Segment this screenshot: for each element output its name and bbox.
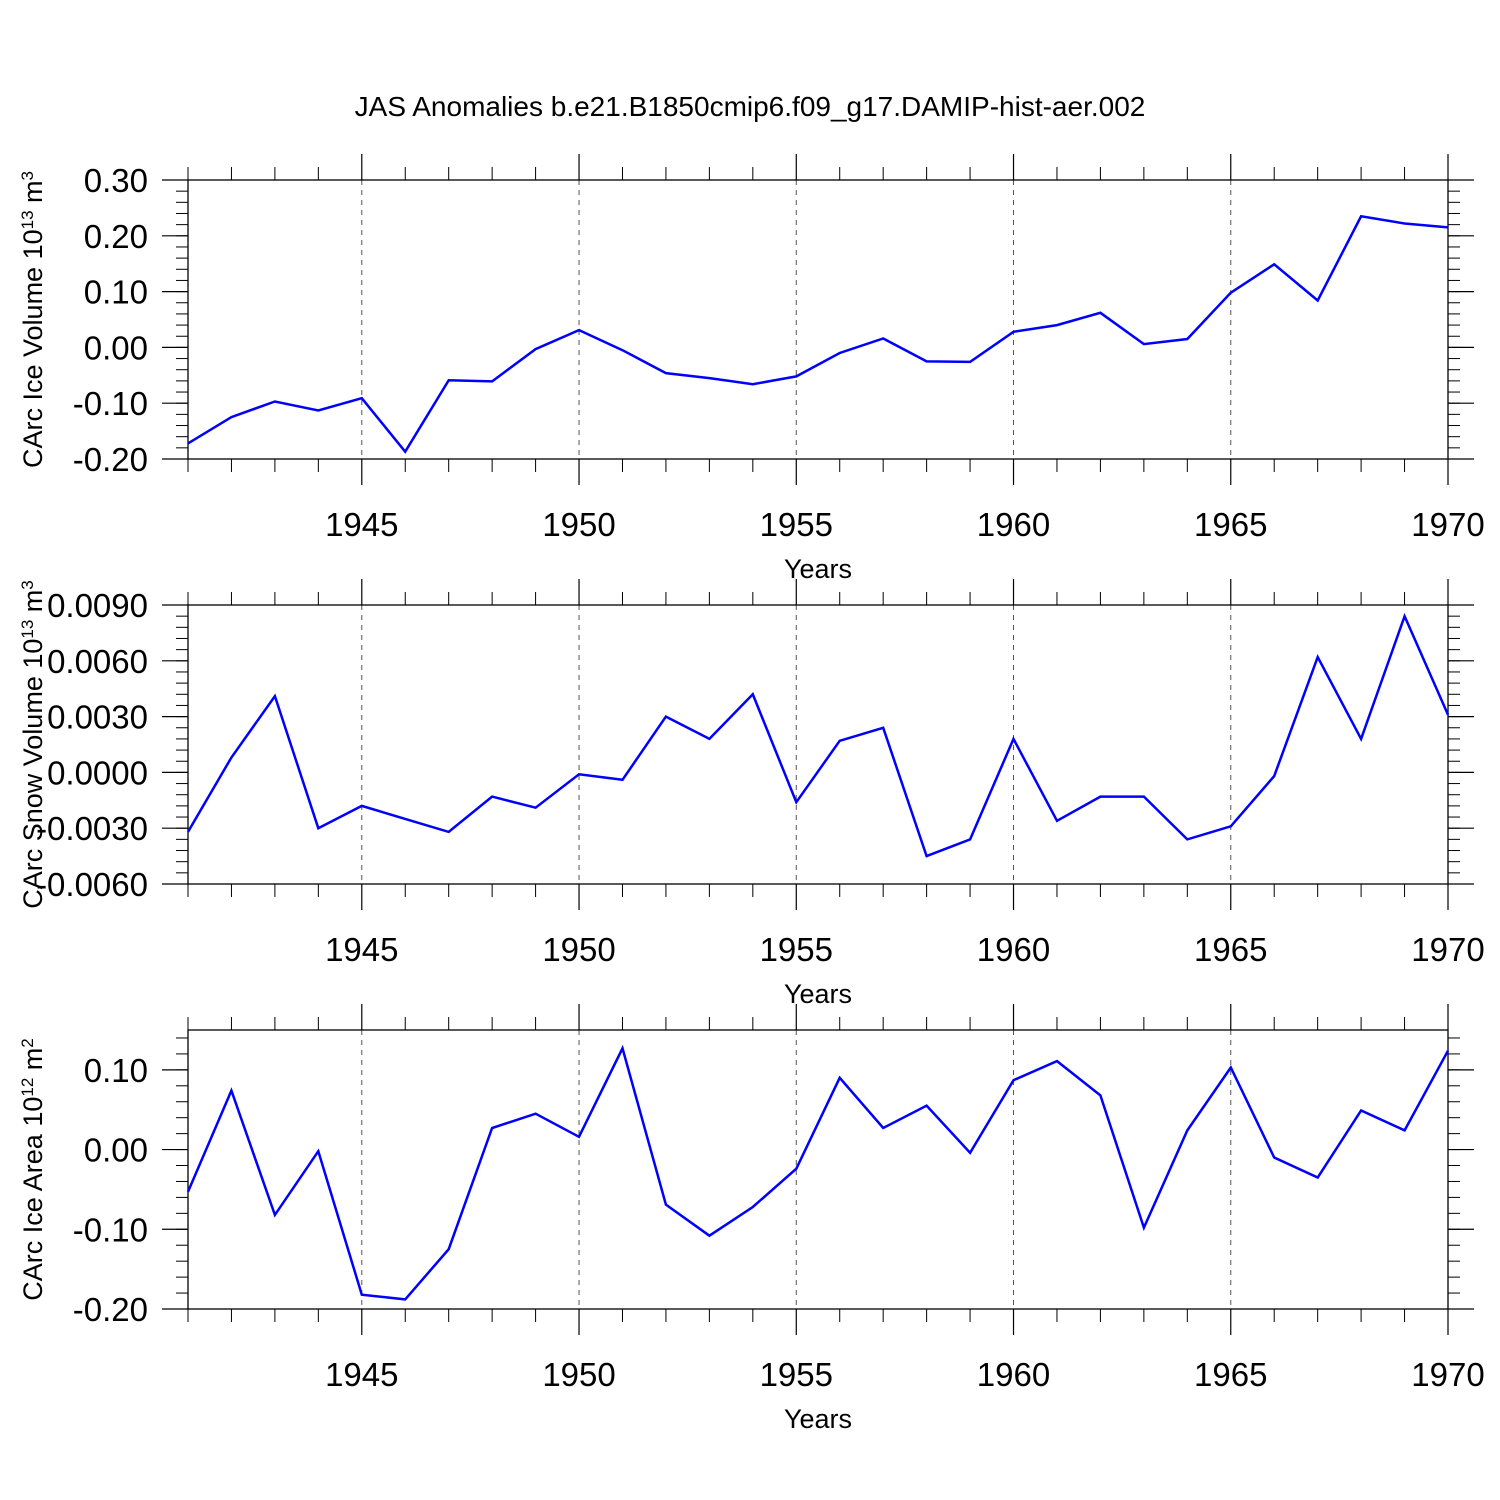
x-tick-label: 1965: [1194, 506, 1267, 543]
x-tick-label: 1945: [325, 506, 398, 543]
x-tick-label: 1955: [760, 931, 833, 968]
y-tick-label: -0.20: [73, 1291, 148, 1328]
x-tick-label: 1965: [1194, 931, 1267, 968]
panel-ice-volume: 1945 1950 1955 1960 1965 1970 -0.20 -0.10 0.00 0.…: [18, 154, 1485, 584]
x-axis-title: Years: [784, 1404, 852, 1434]
series-line: [186, 1044, 1450, 1301]
y-tick-label: -0.0060: [36, 866, 148, 903]
y-axis-title: CArc Ice Area 1012 m2: [18, 1038, 49, 1301]
y-tick-label: 0.0060: [47, 643, 148, 680]
y-axis-title: CArc Snow Volume 1013 m3: [18, 580, 49, 909]
y-tick-label: 0.0090: [47, 587, 148, 624]
series-line: [186, 612, 1450, 858]
plot-frame: [187, 604, 1449, 885]
x-tick-label: 1970: [1411, 931, 1484, 968]
y-tick-label: 0.00: [84, 329, 148, 366]
x-tick-label: 1945: [325, 931, 398, 968]
x-tick-label: 1960: [977, 506, 1050, 543]
figure-title: JAS Anomalies b.e21.B1850cmip6.f09_g17.D…: [355, 91, 1146, 122]
x-axis-title: Years: [784, 979, 852, 1009]
series-line: [187, 214, 1449, 454]
panel-snow-volume: 1945 1950 1955 1960 1965 1970 -0.0060 -0.0030 0.…: [18, 579, 1485, 1009]
y-tick-label: -0.20: [73, 441, 148, 478]
x-tick-label: 1960: [977, 931, 1050, 968]
x-tick-label: 1965: [1194, 1356, 1267, 1393]
x-tick-label: 1945: [325, 1356, 398, 1393]
y-tick-label: 0.30: [84, 162, 148, 199]
x-tick-label: 1950: [542, 506, 615, 543]
plot-frame: [187, 1029, 1449, 1310]
y-tick-label: 0.10: [84, 1052, 148, 1089]
x-tick-label: 1970: [1411, 506, 1484, 543]
panel-ice-area: 1945 1950 1955 1960 1965 1970 -0.20 -0.10 0.00 0.…: [18, 1004, 1485, 1434]
y-tick-label: -0.10: [73, 385, 148, 422]
y-tick-label: -0.0030: [36, 810, 148, 847]
x-axis-title: Years: [784, 554, 852, 584]
y-tick-label: -0.10: [73, 1211, 148, 1248]
plot-frame: [187, 179, 1449, 460]
x-tick-label: 1950: [542, 931, 615, 968]
y-tick-label: 0.20: [84, 218, 148, 255]
x-tick-label: 1970: [1411, 1356, 1484, 1393]
y-tick-label: 0.0000: [47, 754, 148, 791]
x-tick-label: 1950: [542, 1356, 615, 1393]
y-tick-label: 0.0030: [47, 699, 148, 736]
x-tick-label: 1955: [760, 506, 833, 543]
y-axis-title: CArc Ice Volume 1013 m3: [18, 171, 49, 468]
x-tick-label: 1960: [977, 1356, 1050, 1393]
y-tick-label: 0.10: [84, 274, 148, 311]
x-tick-label: 1955: [760, 1356, 833, 1393]
y-tick-label: 0.00: [84, 1132, 148, 1169]
